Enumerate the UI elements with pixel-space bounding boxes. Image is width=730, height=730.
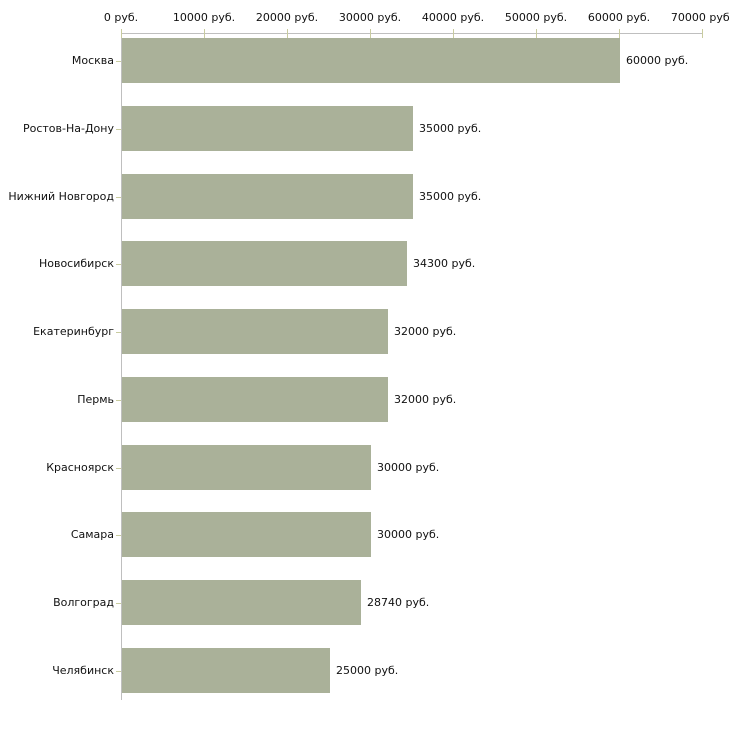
category-tick [116, 61, 121, 62]
value-label: 30000 руб. [377, 461, 440, 474]
bar [122, 106, 413, 151]
value-label: 30000 руб. [377, 528, 440, 541]
x-axis-tick-label: 40000 руб. [421, 11, 485, 24]
value-label: 34300 руб. [413, 257, 476, 270]
x-axis-tick [536, 29, 537, 38]
category-label: Екатеринбург [33, 325, 114, 338]
bar [122, 377, 388, 422]
x-axis-line [121, 33, 703, 34]
x-axis-tick-label: 50000 руб. [504, 11, 568, 24]
bar [122, 309, 388, 354]
bar [122, 512, 371, 557]
x-axis-tick-label: 0 руб. [103, 11, 139, 24]
category-tick [116, 197, 121, 198]
value-label: 32000 руб. [394, 393, 457, 406]
category-tick [116, 535, 121, 536]
category-tick [116, 468, 121, 469]
x-axis-tick [453, 29, 454, 38]
x-axis-tick-label: 60000 руб. [587, 11, 651, 24]
category-label: Самара [70, 528, 114, 541]
x-axis-tick-label: 70000 руб. [670, 11, 730, 24]
y-axis-line [121, 33, 122, 700]
value-label: 35000 руб. [419, 190, 482, 203]
category-label: Нижний Новгород [8, 190, 114, 203]
x-axis-tick [619, 29, 620, 38]
x-axis-tick [370, 29, 371, 38]
category-label: Красноярск [46, 461, 114, 474]
x-axis-tick [121, 29, 122, 38]
bar [122, 174, 413, 219]
value-label: 28740 руб. [367, 596, 430, 609]
value-label: 60000 руб. [626, 54, 689, 67]
category-tick [116, 400, 121, 401]
value-label: 25000 руб. [336, 664, 399, 677]
category-label: Волгоград [53, 596, 114, 609]
bar [122, 38, 620, 83]
value-label: 32000 руб. [394, 325, 457, 338]
x-axis-tick-label: 30000 руб. [338, 11, 402, 24]
bar [122, 241, 407, 286]
value-label: 35000 руб. [419, 122, 482, 135]
category-label: Пермь [77, 393, 114, 406]
category-tick [116, 264, 121, 265]
category-tick [116, 671, 121, 672]
category-label: Новосибирск [38, 257, 114, 270]
x-axis-tick [287, 29, 288, 38]
bar [122, 580, 361, 625]
category-label: Ростов-На-Дону [22, 122, 114, 135]
bar [122, 648, 330, 693]
category-tick [116, 332, 121, 333]
x-axis-tick [702, 29, 703, 38]
x-axis-tick-label: 20000 руб. [255, 11, 319, 24]
category-label: Челябинск [52, 664, 114, 677]
category-label: Москва [71, 54, 114, 67]
category-tick [116, 129, 121, 130]
x-axis-tick-label: 10000 руб. [172, 11, 236, 24]
x-axis-tick [204, 29, 205, 38]
category-tick [116, 603, 121, 604]
bar [122, 445, 371, 490]
